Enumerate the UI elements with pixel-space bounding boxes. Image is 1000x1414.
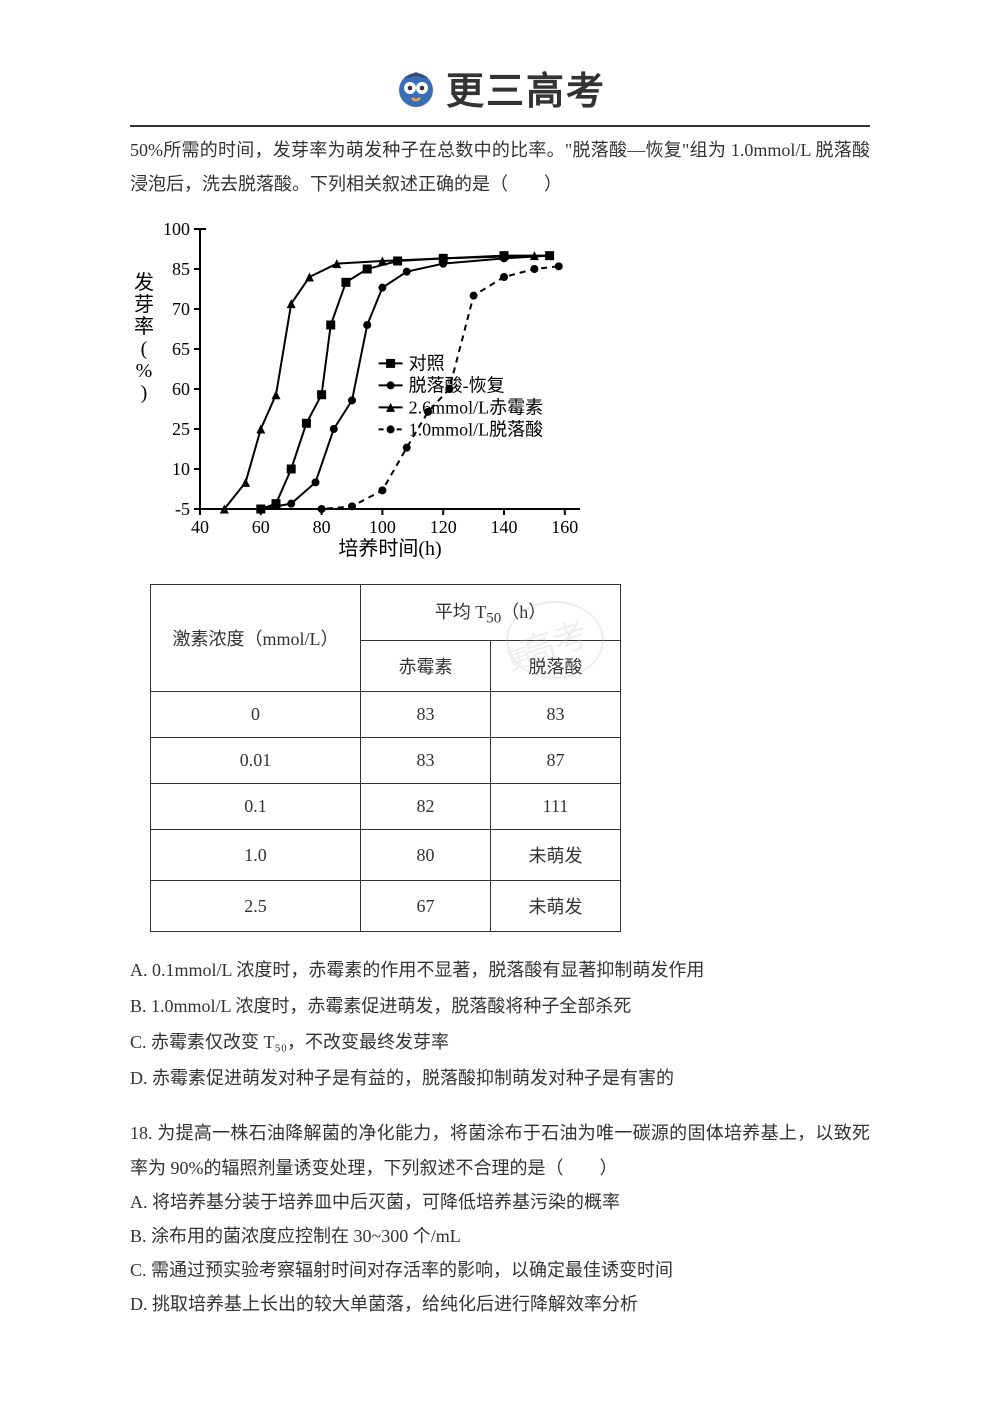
svg-text:70: 70 — [172, 299, 190, 319]
q18: 18. 为提高一株石油降解菌的净化能力，将菌涂布于石油为唯一碳源的固体培养基上，… — [130, 1116, 870, 1321]
svg-text:(: ( — [141, 338, 148, 360]
table-cell: 87 — [491, 738, 621, 784]
svg-text:10: 10 — [172, 459, 190, 479]
svg-text:2.6mmol/L赤霉素: 2.6mmol/L赤霉素 — [409, 398, 543, 418]
table-cell: 83 — [361, 692, 491, 738]
svg-text:培养时间(h): 培养时间(h) — [338, 537, 441, 559]
table-cell: 2.5 — [151, 881, 361, 932]
th-t50: 平均 T50（h） 高考 更 — [361, 585, 621, 641]
table-cell: 0.01 — [151, 738, 361, 784]
table-cell: 83 — [491, 692, 621, 738]
table-cell: 80 — [361, 830, 491, 881]
table-cell: 未萌发 — [491, 881, 621, 932]
table-row: 0.018387 — [151, 738, 621, 784]
svg-text:100: 100 — [369, 517, 396, 537]
q18-option-d: D. 挑取培养基上长出的较大单菌落，给纯化后进行降解效率分析 — [130, 1287, 870, 1321]
t50-label: 平均 T50（h） — [435, 602, 547, 622]
th-gibberellin: 赤霉素 — [361, 641, 491, 692]
q17-options: A. 0.1mmol/L 浓度时，赤霉素的作用不显著，脱落酸有显著抑制萌发作用 … — [130, 952, 870, 1096]
svg-text:%: % — [136, 360, 153, 382]
q17-option-a: A. 0.1mmol/L 浓度时，赤霉素的作用不显著，脱落酸有显著抑制萌发作用 — [130, 952, 870, 988]
table-row: 0.182111 — [151, 784, 621, 830]
table-cell: 1.0 — [151, 830, 361, 881]
table-cell: 0.1 — [151, 784, 361, 830]
svg-text:160: 160 — [551, 517, 578, 537]
q17-option-d: D. 赤霉素促进萌发对种子是有益的，脱落酸抑制萌发对种子是有害的 — [130, 1060, 870, 1096]
t50-table: 激素浓度（mmol/L） 平均 T50（h） 高考 更 赤霉素 脱落酸 08 — [150, 584, 621, 932]
svg-text:120: 120 — [430, 517, 457, 537]
q17-continuation: 50%所需的时间，发芽率为萌发种子在总数中的比率。"脱落酸—恢复"组为 1.0m… — [130, 133, 870, 201]
table-cell: 67 — [361, 881, 491, 932]
q18-option-b: B. 涂布用的菌浓度应控制在 30~300 个/mL — [130, 1219, 870, 1253]
table-row: 1.080未萌发 — [151, 830, 621, 881]
svg-text:脱落酸-恢复: 脱落酸-恢复 — [409, 376, 505, 396]
q18-option-a: A. 将培养基分装于培养皿中后灭菌，可降低培养基污染的概率 — [130, 1185, 870, 1219]
svg-text:40: 40 — [191, 517, 209, 537]
svg-text:对照: 对照 — [409, 354, 445, 374]
q17-option-c: C. 赤霉素仅改变 T₅₀，不改变最终发芽率 — [130, 1024, 870, 1060]
svg-text:80: 80 — [313, 517, 331, 537]
q18-stem: 18. 为提高一株石油降解菌的净化能力，将菌涂布于石油为唯一碳源的固体培养基上，… — [130, 1116, 870, 1184]
svg-text:140: 140 — [491, 517, 518, 537]
brand-text: 更三高考 — [446, 60, 606, 115]
table-cell: 82 — [361, 784, 491, 830]
svg-text:85: 85 — [172, 259, 190, 279]
brand-header: 更三高考 — [130, 60, 870, 115]
svg-text:1.0mmol/L脱落酸: 1.0mmol/L脱落酸 — [409, 420, 543, 440]
svg-text:60: 60 — [252, 517, 270, 537]
table-cell: 83 — [361, 738, 491, 784]
table-row: 08383 — [151, 692, 621, 738]
svg-text:芽: 芽 — [134, 293, 154, 316]
q17-option-b: B. 1.0mmol/L 浓度时，赤霉素促进萌发，脱落酸将种子全部杀死 — [130, 988, 870, 1024]
germination-chart: -5 10 25 60 65 70 85 100 40 60 80 100 120 140 160 培养时间(… — [130, 219, 870, 564]
svg-text:率: 率 — [134, 315, 154, 338]
svg-text:25: 25 — [172, 419, 190, 439]
q18-option-c: C. 需通过预实验考察辐射时间对存活率的影响，以确定最佳诱变时间 — [130, 1253, 870, 1287]
table-cell: 111 — [491, 784, 621, 830]
svg-text:65: 65 — [172, 339, 190, 359]
svg-text:发: 发 — [134, 271, 154, 294]
table-cell: 未萌发 — [491, 830, 621, 881]
table-cell: 0 — [151, 692, 361, 738]
table-row: 2.567未萌发 — [151, 881, 621, 932]
th-aba: 脱落酸 — [491, 641, 621, 692]
svg-text:60: 60 — [172, 379, 190, 399]
header-divider — [130, 125, 870, 127]
svg-text:): ) — [141, 382, 148, 404]
svg-text:100: 100 — [163, 219, 190, 239]
owl-logo-icon — [394, 66, 438, 110]
svg-text:-5: -5 — [175, 499, 190, 519]
th-concentration: 激素浓度（mmol/L） — [151, 585, 361, 692]
